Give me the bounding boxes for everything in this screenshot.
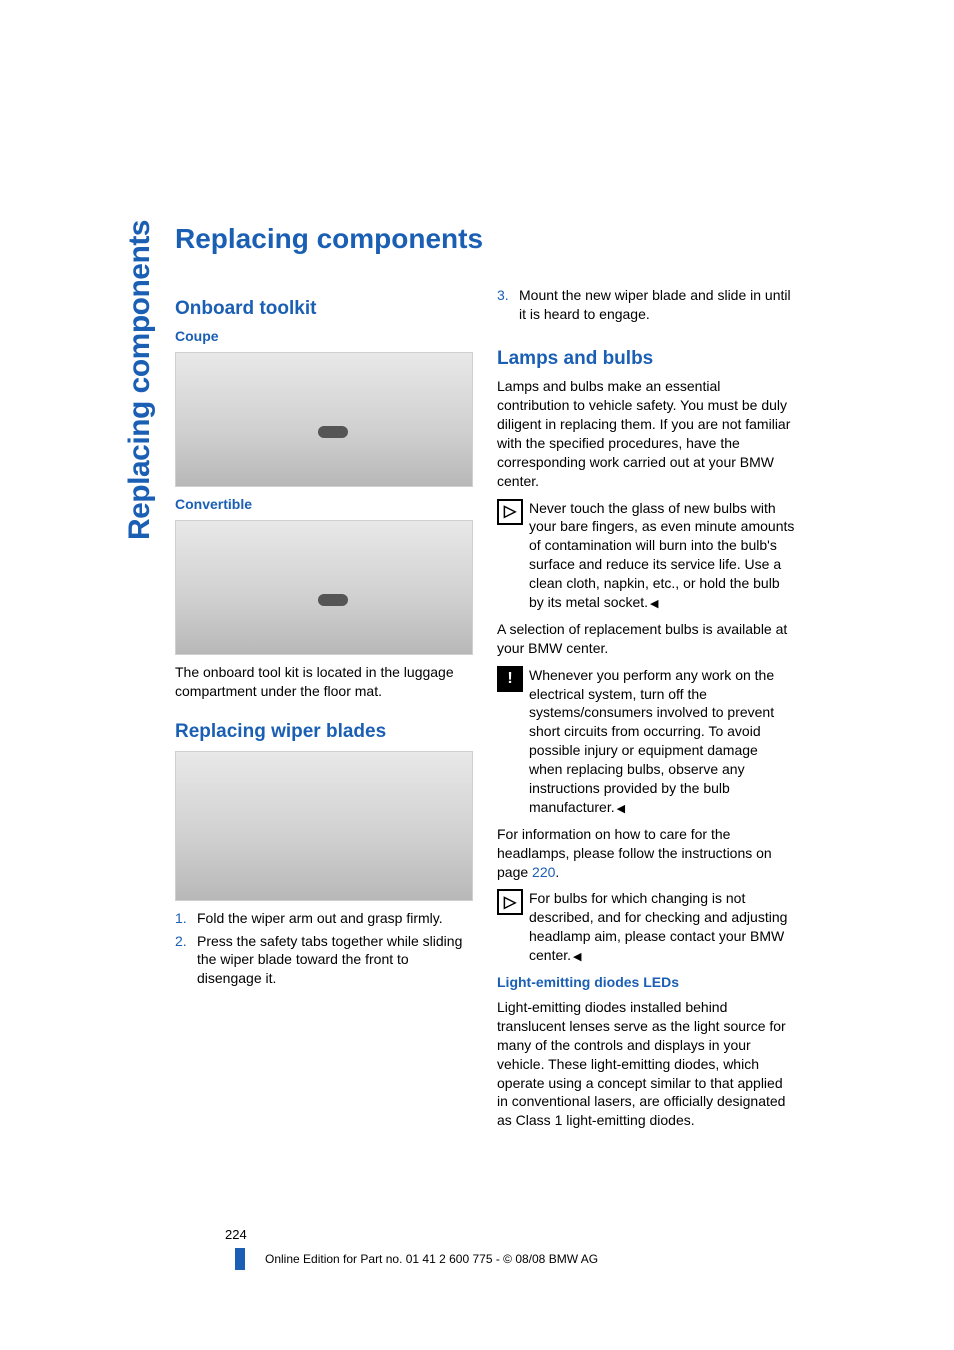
care-info-post: . [555, 864, 559, 880]
info-icon [497, 499, 523, 525]
selection-text: A selection of replacement bulbs is avai… [497, 620, 795, 658]
page-footer: 224 Online Edition for Part no. 01 41 2 … [175, 1226, 795, 1270]
image-placeholder-shape [318, 426, 348, 438]
image-placeholder-shape [318, 594, 348, 606]
step-text: Fold the wiper arm out and grasp firmly. [197, 909, 473, 928]
convertible-toolkit-image [175, 520, 473, 655]
note-text: Whenever you perform any work on the ele… [529, 666, 795, 817]
lamps-heading: Lamps and bulbs [497, 346, 795, 372]
wiper-steps-continued: 3. Mount the new wiper blade and slide i… [497, 286, 795, 324]
info-icon [497, 889, 523, 915]
page-title: Replacing components [175, 220, 795, 258]
step-text: Mount the new wiper blade and slide in u… [519, 286, 795, 324]
list-item: 1. Fold the wiper arm out and grasp firm… [175, 909, 473, 928]
wiper-image [175, 751, 473, 901]
note-bulbs-change: For bulbs for which changing is not desc… [497, 889, 795, 965]
columns: Onboard toolkit Coupe Convertible The on… [175, 286, 795, 1138]
page-number: 224 [225, 1226, 795, 1244]
warning-electrical: Whenever you perform any work on the ele… [497, 666, 795, 817]
lamps-intro: Lamps and bulbs make an essential contri… [497, 377, 795, 490]
wiper-steps-list: 1. Fold the wiper arm out and grasp firm… [175, 909, 473, 989]
footer-edition: Online Edition for Part no. 01 41 2 600 … [235, 1248, 795, 1270]
toolkit-caption: The onboard tool kit is located in the l… [175, 663, 473, 701]
warning-icon [497, 666, 523, 692]
wiper-heading: Replacing wiper blades [175, 719, 473, 745]
note-text: For bulbs for which changing is not desc… [529, 889, 795, 965]
coupe-heading: Coupe [175, 327, 473, 346]
step-number: 1. [175, 909, 197, 928]
list-item: 2. Press the safety tabs together while … [175, 932, 473, 989]
care-info: For information on how to care for the h… [497, 825, 795, 882]
page-content: Replacing components Onboard toolkit Cou… [175, 220, 795, 1138]
led-body: Light-emitting diodes installed behind t… [497, 998, 795, 1130]
side-rotated-label: Replacing components [120, 220, 161, 540]
convertible-heading: Convertible [175, 495, 473, 514]
left-column: Onboard toolkit Coupe Convertible The on… [175, 286, 473, 1138]
note-glass: Never touch the glass of new bulbs with … [497, 499, 795, 612]
right-column: 3. Mount the new wiper blade and slide i… [497, 286, 795, 1138]
coupe-toolkit-image [175, 352, 473, 487]
onboard-toolkit-heading: Onboard toolkit [175, 296, 473, 322]
step-number: 3. [497, 286, 519, 324]
note-text: Never touch the glass of new bulbs with … [529, 499, 795, 612]
step-text: Press the safety tabs together while sli… [197, 932, 473, 989]
list-item: 3. Mount the new wiper blade and slide i… [497, 286, 795, 324]
page-link[interactable]: 220 [532, 864, 555, 880]
step-number: 2. [175, 932, 197, 989]
led-heading: Light-emitting diodes LEDs [497, 973, 795, 992]
